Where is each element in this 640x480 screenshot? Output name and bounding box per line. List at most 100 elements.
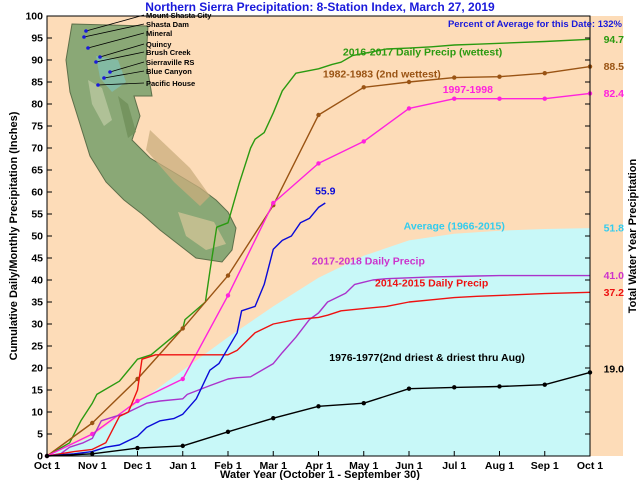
y-tick-label: 60 bbox=[31, 187, 43, 199]
y-tick-label: 15 bbox=[31, 385, 43, 397]
y-tick-label: 100 bbox=[25, 11, 43, 23]
y-tick-label: 45 bbox=[31, 253, 43, 265]
series-end-value: 19.0 bbox=[604, 363, 625, 375]
x-tick-label: Oct 1 bbox=[577, 460, 603, 472]
series-name-label: Average (1966-2015) bbox=[404, 220, 505, 232]
station-leader-line bbox=[99, 43, 145, 58]
right-margin-band bbox=[590, 16, 623, 456]
y-tick-label: 95 bbox=[31, 33, 43, 45]
station-leader-line bbox=[85, 14, 145, 32]
series-point bbox=[361, 85, 366, 90]
station-marker bbox=[96, 83, 100, 87]
series-point bbox=[180, 376, 185, 382]
series-end-value: 94.7 bbox=[604, 34, 625, 46]
y-tick-label: 25 bbox=[31, 341, 43, 353]
series-point bbox=[180, 443, 185, 449]
series-line bbox=[46, 202, 326, 457]
series-point bbox=[225, 273, 231, 278]
y-tick-label: 85 bbox=[31, 77, 43, 89]
x-tick-label: Aug 1 bbox=[485, 460, 514, 472]
y-tick-label: 40 bbox=[31, 275, 43, 287]
series-end-value: 88.5 bbox=[604, 61, 625, 73]
series-point bbox=[452, 385, 457, 390]
series-point bbox=[316, 161, 321, 166]
series-point bbox=[497, 384, 502, 389]
series-point bbox=[135, 398, 140, 404]
series-point bbox=[497, 74, 502, 79]
series-name-label: 1997-1998 bbox=[443, 84, 493, 96]
series-point bbox=[225, 293, 231, 298]
station-marker bbox=[84, 29, 88, 33]
series-name-label: 2017-2018 Daily Precip bbox=[312, 256, 425, 268]
station-marker bbox=[108, 70, 112, 74]
series-point bbox=[452, 96, 457, 101]
series-end-value: 82.4 bbox=[604, 88, 625, 100]
station-label: Brush Creek bbox=[146, 48, 191, 57]
series-name-label: 2016-2017 Daily Precip (wettest) bbox=[343, 47, 502, 59]
y-tick-label: 30 bbox=[31, 319, 43, 331]
y-tick-label: 90 bbox=[31, 55, 43, 67]
station-label: Blue Canyon bbox=[146, 67, 192, 76]
x-tick-label: Oct 1 bbox=[34, 460, 60, 472]
station-leader-line bbox=[103, 70, 145, 79]
series-point bbox=[452, 75, 457, 80]
x-tick-label: Dec 1 bbox=[123, 460, 151, 472]
series-point bbox=[225, 429, 231, 434]
y-tick-label: 10 bbox=[31, 407, 43, 419]
series-point bbox=[406, 79, 412, 85]
station-leader-line bbox=[95, 51, 145, 63]
station-label: Pacific House bbox=[146, 79, 195, 88]
station-marker bbox=[82, 35, 86, 39]
series-point bbox=[271, 200, 276, 206]
series-point bbox=[406, 386, 412, 391]
series-end-value: 41.0 bbox=[604, 270, 625, 282]
series-point bbox=[542, 382, 547, 387]
series-point bbox=[271, 415, 276, 421]
x-tick-label: Jan 1 bbox=[169, 460, 196, 472]
series-name-label: 2014-2015 Daily Precip bbox=[375, 278, 488, 290]
station-marker bbox=[94, 60, 98, 64]
x-tick-label: Nov 1 bbox=[78, 460, 107, 472]
y-tick-label: 75 bbox=[31, 121, 43, 133]
x-tick-label: Jul 1 bbox=[442, 460, 466, 472]
station-label: Quincy bbox=[146, 40, 172, 49]
y-axis-label: Cumulative Daily/Monthly Precipitation (… bbox=[8, 111, 20, 360]
series-end-value: 37.2 bbox=[604, 287, 625, 299]
x-tick-label: Feb 1 bbox=[214, 460, 242, 472]
series-line bbox=[46, 291, 591, 457]
series-point bbox=[542, 71, 547, 76]
y-tick-label: 80 bbox=[31, 99, 43, 111]
y-tick-label: 55 bbox=[31, 209, 43, 221]
x-tick-label: Sep 1 bbox=[531, 460, 559, 472]
x-axis-label: Water Year (October 1 - September 30) bbox=[220, 469, 420, 480]
y-tick-label: 5 bbox=[37, 429, 43, 441]
station-leader-line bbox=[109, 61, 145, 73]
station-leader-line bbox=[87, 32, 145, 49]
chart-subtitle: Percent of Average for this Date: 132% bbox=[448, 19, 623, 30]
x-tick-label: May 1 bbox=[349, 460, 378, 472]
station-label: Shasta Dam bbox=[146, 20, 189, 29]
y-tick-label: 35 bbox=[31, 297, 43, 309]
series-point bbox=[542, 96, 547, 101]
series-point bbox=[316, 112, 321, 118]
station-leader-line bbox=[97, 82, 145, 86]
series-point bbox=[361, 401, 366, 406]
series-name-label: 1976-1977(2nd driest & driest thru Aug) bbox=[329, 352, 525, 364]
series-point bbox=[361, 139, 366, 144]
y-tick-label: 20 bbox=[31, 363, 43, 375]
station-marker bbox=[98, 55, 102, 59]
chart-title: Northern Sierra Precipitation: 8-Station… bbox=[145, 0, 495, 14]
series-line bbox=[46, 274, 590, 457]
station-marker bbox=[86, 46, 90, 50]
series-name-label: 1982-1983 (2nd wettest) bbox=[323, 69, 441, 81]
series-point bbox=[316, 404, 321, 409]
station-leader-line bbox=[83, 23, 145, 38]
x-tick-label: Mar 1 bbox=[260, 460, 288, 472]
series-point bbox=[90, 420, 95, 426]
y-tick-label: 65 bbox=[31, 165, 43, 177]
series-point bbox=[406, 106, 412, 111]
y-axis-label-right: Total Water Year Precipitation bbox=[627, 158, 639, 313]
series-end-value: 55.9 bbox=[315, 186, 336, 198]
series-point bbox=[180, 326, 185, 331]
